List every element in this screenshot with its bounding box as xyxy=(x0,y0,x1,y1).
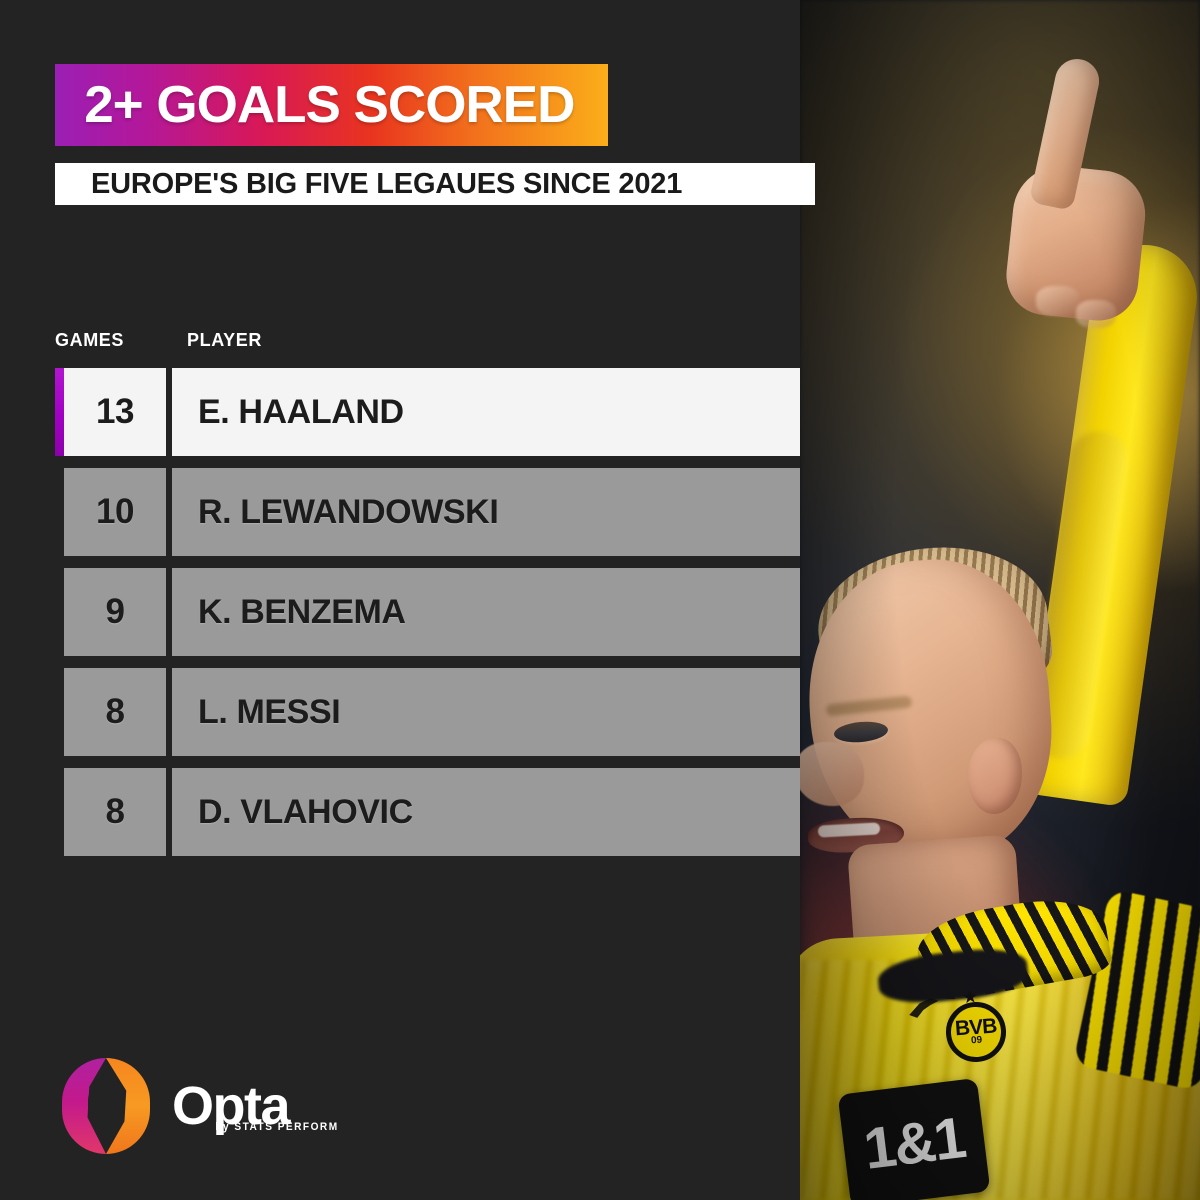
table-cell-games: 13 xyxy=(64,368,166,456)
brand-name: Opta xyxy=(172,1076,291,1136)
page-subtitle: EUROPE'S BIG FIVE LEGAUES SINCE 2021 xyxy=(91,167,683,200)
table-cell-games: 10 xyxy=(64,468,166,556)
table-row: 10 R. LEWANDOWSKI xyxy=(55,468,800,556)
photo-vignette xyxy=(800,0,1200,1200)
leader-accent-bar xyxy=(55,368,64,456)
opta-wordmark: Opta by STATS PERFORM xyxy=(172,1076,337,1136)
player-name: K. BENZEMA xyxy=(198,592,406,631)
games-value: 8 xyxy=(105,692,125,731)
table-row: 9 K. BENZEMA xyxy=(55,568,800,656)
table-cell-player: R. LEWANDOWSKI xyxy=(172,468,800,556)
table-cell-player: E. HAALAND xyxy=(172,368,800,456)
table-cell-player: D. VLAHOVIC xyxy=(172,768,800,856)
subtitle-banner: EUROPE'S BIG FIVE LEGAUES SINCE 2021 xyxy=(55,163,815,205)
table-cell-player: K. BENZEMA xyxy=(172,568,800,656)
table-cell-player: L. MESSI xyxy=(172,668,800,756)
opta-logo: Opta by STATS PERFORM xyxy=(62,1058,337,1154)
table-row: 13 E. HAALAND xyxy=(55,368,800,456)
games-value: 13 xyxy=(96,392,134,431)
column-header-player: PLAYER xyxy=(187,330,262,351)
table-row: 8 L. MESSI xyxy=(55,668,800,756)
leaderboard-table: 13 E. HAALAND 10 R. LEWANDOWSKI 9 K. BEN… xyxy=(55,368,800,868)
table-cell-games: 8 xyxy=(64,668,166,756)
player-photo: ★ BVB 09 1&1 xyxy=(800,0,1200,1200)
table-cell-games: 8 xyxy=(64,768,166,856)
games-value: 10 xyxy=(96,492,134,531)
column-header-games: GAMES xyxy=(55,330,124,351)
column-header-player-label: PLAYER xyxy=(187,330,262,350)
table-cell-games: 9 xyxy=(64,568,166,656)
column-header-games-label: GAMES xyxy=(55,330,125,350)
brand-byline: by STATS PERFORM xyxy=(215,1121,339,1133)
games-value: 9 xyxy=(105,592,125,631)
player-name: L. MESSI xyxy=(198,692,341,731)
title-banner: 2+ GOALS SCORED xyxy=(55,64,608,146)
table-row: 8 D. VLAHOVIC xyxy=(55,768,800,856)
page-title: 2+ GOALS SCORED xyxy=(84,76,575,134)
games-value: 8 xyxy=(105,792,125,831)
opta-mark-icon xyxy=(62,1058,150,1154)
player-name: E. HAALAND xyxy=(198,392,404,431)
player-name: D. VLAHOVIC xyxy=(198,792,413,831)
opta-mark-counter xyxy=(88,1084,124,1128)
player-name: R. LEWANDOWSKI xyxy=(198,492,499,531)
